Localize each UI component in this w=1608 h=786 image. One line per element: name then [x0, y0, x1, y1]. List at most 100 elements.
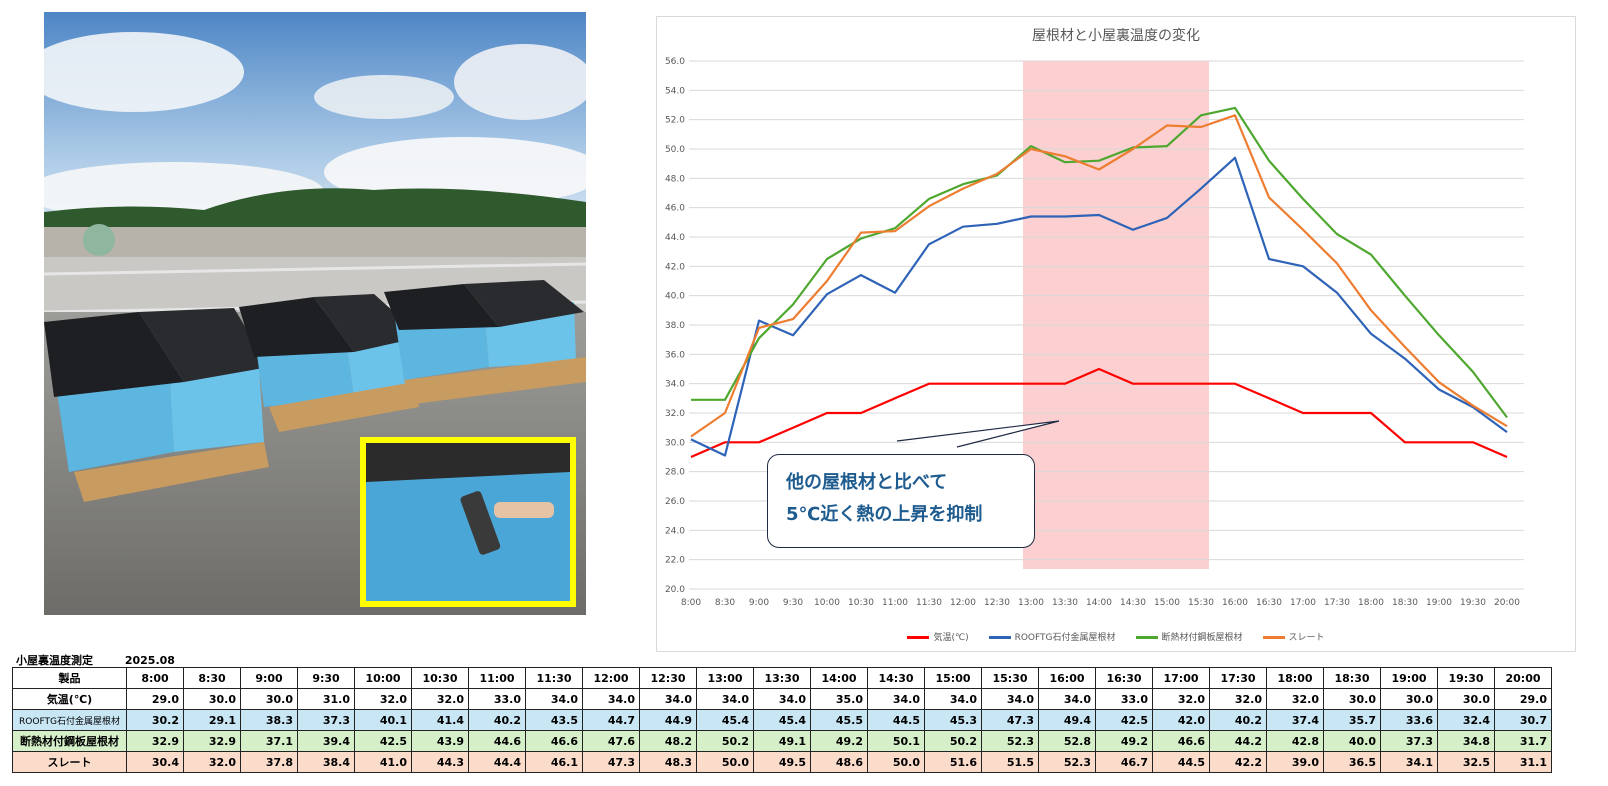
table-row: スレート 30.4 32.0 37.8 38.4 41.0 44.3 44.4 46.1 47.3…: [12, 751, 1552, 773]
table-cell: 43.5: [525, 709, 583, 731]
table-cell: 43.9: [411, 730, 469, 752]
table-cell: 34.8: [1437, 730, 1495, 752]
table-cell: 32.9: [126, 730, 184, 752]
table-cell: 42.2: [1209, 751, 1267, 773]
table-cell: 52.8: [1038, 730, 1096, 752]
rooftop-photo-icon: [44, 12, 586, 615]
x-tick-label: 16:30: [1256, 598, 1282, 608]
table-cell: 32.0: [1266, 688, 1324, 710]
legend-item: スレート: [1262, 630, 1325, 643]
x-tick-label: 11:30: [916, 598, 942, 608]
table-cell: 38.3: [240, 709, 298, 731]
table-cell: 34.0: [981, 688, 1039, 710]
legend-item: 断熱材付鋼板屋根材: [1135, 630, 1243, 643]
y-tick-label: 36.0: [665, 350, 685, 360]
table-caption-title: 小屋裏温度測定: [16, 654, 93, 667]
x-tick-label: 19:00: [1426, 598, 1452, 608]
table-cell: 41.4: [411, 709, 469, 731]
table-cell: 44.9: [639, 709, 697, 731]
table-cell: 46.6: [525, 730, 583, 752]
table-cell: 52.3: [1038, 751, 1096, 773]
y-tick-label: 46.0: [665, 204, 685, 214]
table-cell: 31.7: [1494, 730, 1552, 752]
table-header-time: 14:30: [867, 667, 925, 689]
x-tick-label: 13:00: [1018, 598, 1044, 608]
y-tick-label: 30.0: [665, 438, 685, 448]
x-tick-label: 11:00: [882, 598, 908, 608]
table-cell: 29.0: [1494, 688, 1552, 710]
table-cell: 47.3: [981, 709, 1039, 731]
table-cell: 42.8: [1266, 730, 1324, 752]
table-caption: 小屋裏温度測定 2025.08: [16, 652, 175, 668]
legend-swatch: [1135, 636, 1158, 639]
table-cell: 44.2: [1209, 730, 1267, 752]
table-cell: 37.8: [240, 751, 298, 773]
table-cell: 36.5: [1323, 751, 1381, 773]
table-cell: 46.7: [1095, 751, 1153, 773]
x-tick-label: 15:30: [1188, 598, 1214, 608]
table-cell: 29.0: [126, 688, 184, 710]
table-header-time: 13:00: [696, 667, 754, 689]
table-header-time: 11:00: [468, 667, 526, 689]
x-tick-label: 10:00: [814, 598, 840, 608]
annotation-callout: 他の屋根材と比べて 5℃近く熱の上昇を抑制: [767, 454, 1035, 548]
table-cell: 46.6: [1152, 730, 1210, 752]
highlight-band: [1023, 61, 1209, 569]
table-cell: 37.4: [1266, 709, 1324, 731]
y-tick-label: 50.0: [665, 145, 685, 155]
table-header-row: 製品 8:00 8:30 9:00 9:30 10:00 10:30 11:00 11:30 12…: [12, 667, 1552, 689]
line-chart: 20.0 22.0 24.0 26.0 28.0 30.0 32.0 34.0 36.0 38.0…: [665, 57, 1524, 608]
table-cell: 50.0: [867, 751, 925, 773]
callout-pointer: [896, 420, 1060, 448]
table-cell: 48.6: [810, 751, 868, 773]
table-cell: 44.5: [1152, 751, 1210, 773]
table-cell: 51.5: [981, 751, 1039, 773]
x-tick-label: 15:00: [1154, 598, 1180, 608]
table-cell: 32.9: [183, 730, 241, 752]
table-cell: 34.0: [924, 688, 982, 710]
table-cell: 34.0: [753, 688, 811, 710]
y-tick-label: 24.0: [665, 526, 685, 536]
x-tick-label: 12:00: [950, 598, 976, 608]
x-tick-label: 13:30: [1052, 598, 1078, 608]
table-cell: 42.5: [1095, 709, 1153, 731]
table-cell: 47.6: [582, 730, 640, 752]
table-cell: 34.0: [696, 688, 754, 710]
legend-label: スレート: [1288, 633, 1325, 643]
table-cell: 45.4: [696, 709, 754, 731]
table-row: ROOFTG石付金属屋根材 30.2 29.1 38.3 37.3 40.1 41.4 40.…: [12, 709, 1552, 731]
table-cell: 46.1: [525, 751, 583, 773]
x-tick-label: 12:30: [984, 598, 1010, 608]
table-header-time: 15:30: [981, 667, 1039, 689]
table-cell: 30.0: [1380, 688, 1438, 710]
x-tick-label: 18:00: [1358, 598, 1384, 608]
x-tick-label: 8:30: [715, 598, 735, 608]
table-header-time: 19:30: [1437, 667, 1495, 689]
x-tick-label: 10:30: [848, 598, 874, 608]
annotation-line-1: 他の屋根材と比べて: [786, 472, 948, 493]
table-cell: 32.0: [354, 688, 412, 710]
chart-card: 屋根材と小屋裏温度の変化 20.0 22.0 24.0 26.0 28.0 30.0 32.…: [656, 16, 1576, 652]
y-tick-label: 34.0: [665, 380, 685, 390]
table-cell: 34.0: [582, 688, 640, 710]
table-header-time: 10:00: [354, 667, 412, 689]
table-cell: 32.0: [411, 688, 469, 710]
table-row: 気温(℃) 29.0 30.0 30.0 31.0 32.0 32.0 33.0 34.0 34.…: [12, 688, 1552, 710]
table-cell: 48.2: [639, 730, 697, 752]
table-header-time: 18:00: [1266, 667, 1324, 689]
table-cell: 34.0: [867, 688, 925, 710]
table-header-time: 16:00: [1038, 667, 1096, 689]
table-cell: 31.1: [1494, 751, 1552, 773]
table-header-time: 11:30: [525, 667, 583, 689]
rooftop-photo: [44, 12, 586, 615]
table-cell: 44.5: [867, 709, 925, 731]
legend-item: 気温(℃): [907, 630, 969, 643]
table-cell: 49.2: [810, 730, 868, 752]
y-tick-label: 56.0: [665, 57, 685, 67]
y-tick-label: 22.0: [665, 556, 685, 566]
legend-swatch: [1262, 636, 1285, 639]
table-cell: 41.0: [354, 751, 412, 773]
table-cell: 35.0: [810, 688, 868, 710]
y-tick-label: 38.0: [665, 321, 685, 331]
table-header-time: 15:00: [924, 667, 982, 689]
